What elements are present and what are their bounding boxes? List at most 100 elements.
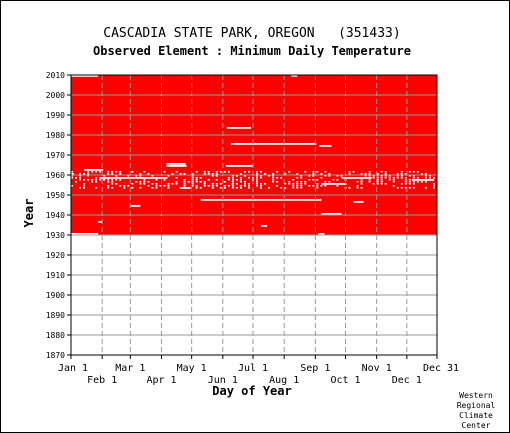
missing-data-speck	[256, 177, 259, 179]
missing-data-speck	[179, 173, 182, 175]
missing-data-speck	[223, 171, 226, 173]
missing-data-speck	[163, 171, 166, 173]
missing-data-speck	[239, 185, 242, 187]
missing-data-speck	[83, 173, 86, 175]
missing-data-speck	[380, 179, 383, 181]
missing-data-speck	[360, 181, 363, 183]
missing-data-speck	[111, 173, 114, 175]
missing-data-speck	[400, 175, 403, 177]
missing-data-speck	[175, 183, 178, 185]
missing-data-speck	[247, 171, 250, 173]
missing-data-speck	[320, 177, 323, 179]
missing-data-speck	[159, 185, 162, 187]
missing-data-segment	[291, 75, 298, 77]
missing-data-speck	[215, 183, 218, 185]
missing-data-speck	[111, 183, 114, 185]
missing-data-speck	[163, 179, 166, 181]
missing-data-speck	[131, 171, 134, 173]
missing-data-speck	[227, 179, 230, 181]
missing-data-speck	[211, 185, 214, 187]
missing-data-speck	[219, 171, 222, 173]
missing-data-speck	[324, 175, 327, 177]
missing-data-speck	[300, 187, 303, 189]
missing-data-speck	[276, 185, 279, 187]
missing-data-speck	[420, 181, 423, 183]
missing-data-speck	[243, 181, 246, 183]
missing-data-speck	[139, 183, 142, 185]
missing-data-segment	[319, 145, 332, 147]
missing-data-speck	[260, 175, 263, 177]
missing-data-segment	[98, 221, 103, 223]
missing-data-speck	[304, 183, 307, 185]
missing-data-speck	[384, 177, 387, 179]
missing-data-speck	[384, 175, 387, 177]
missing-data-speck	[147, 185, 150, 187]
missing-data-speck	[203, 181, 206, 183]
missing-data-speck	[372, 175, 375, 177]
missing-data-speck	[167, 185, 170, 187]
missing-data-speck	[231, 181, 234, 183]
missing-data-speck	[328, 181, 331, 183]
missing-data-speck	[300, 185, 303, 187]
missing-data-speck	[256, 185, 259, 187]
missing-data-speck	[99, 171, 102, 173]
missing-data-speck	[284, 173, 287, 175]
missing-data-speck	[380, 171, 383, 173]
missing-data-speck	[412, 177, 415, 179]
missing-data-speck	[155, 183, 158, 185]
missing-data-speck	[276, 177, 279, 179]
missing-data-speck	[296, 173, 299, 175]
missing-data-speck	[396, 187, 399, 189]
missing-data-speck	[75, 177, 78, 179]
missing-data-speck	[231, 177, 234, 179]
missing-data-speck	[123, 177, 126, 179]
missing-data-speck	[300, 183, 303, 185]
y-tick-label: 1890	[46, 311, 65, 320]
missing-data-speck	[400, 177, 403, 179]
missing-data-speck	[139, 175, 142, 177]
missing-data-speck	[83, 179, 86, 181]
missing-data-speck	[360, 187, 363, 189]
missing-data-speck	[348, 177, 351, 179]
missing-data-speck	[191, 185, 194, 187]
missing-data-speck	[143, 179, 146, 181]
missing-data-speck	[247, 187, 250, 189]
missing-data-speck	[71, 177, 73, 179]
missing-data-speck	[243, 185, 246, 187]
missing-data-speck	[424, 173, 427, 175]
missing-data-speck	[416, 177, 419, 179]
missing-data-speck	[332, 183, 335, 185]
missing-data-speck	[79, 179, 82, 181]
missing-data-speck	[412, 183, 415, 185]
missing-data-segment	[84, 169, 104, 171]
missing-data-speck	[400, 173, 403, 175]
missing-data-speck	[235, 175, 238, 177]
missing-data-speck	[316, 171, 319, 173]
missing-data-speck	[280, 177, 283, 179]
missing-data-speck	[95, 179, 98, 181]
missing-data-speck	[139, 187, 142, 189]
missing-data-speck	[243, 171, 246, 173]
y-tick-label: 1950	[46, 191, 65, 200]
missing-data-speck	[364, 173, 367, 175]
missing-data-speck	[380, 183, 383, 185]
x-tick-label: Jan 1	[58, 363, 88, 374]
missing-data-speck	[95, 177, 98, 179]
missing-data-speck	[223, 185, 226, 187]
missing-data-speck	[308, 179, 311, 181]
missing-data-speck	[143, 183, 146, 185]
missing-data-speck	[408, 181, 411, 183]
y-tick-label: 1980	[46, 131, 65, 140]
missing-data-speck	[211, 183, 214, 185]
missing-data-speck	[372, 183, 375, 185]
missing-data-speck	[420, 173, 423, 175]
missing-data-speck	[107, 185, 110, 187]
missing-data-speck	[111, 181, 114, 183]
missing-data-speck	[320, 173, 323, 175]
missing-data-speck	[348, 173, 351, 175]
missing-data-speck	[308, 175, 311, 177]
missing-data-speck	[83, 183, 86, 185]
missing-data-speck	[328, 183, 331, 185]
missing-data-speck	[384, 183, 387, 185]
missing-data-speck	[199, 177, 202, 179]
